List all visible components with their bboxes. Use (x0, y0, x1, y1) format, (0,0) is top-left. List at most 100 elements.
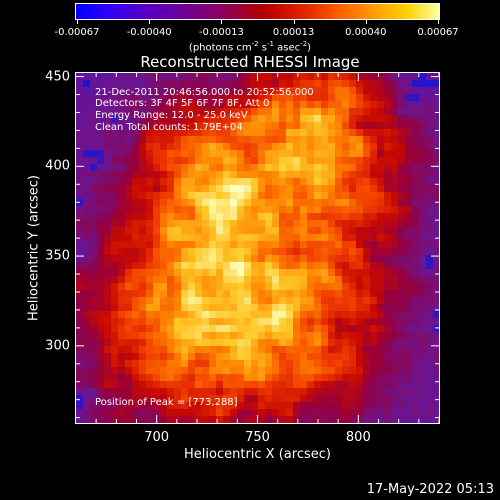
heatmap-cell (230, 178, 238, 186)
heatmap-cell (335, 360, 343, 368)
heatmap-cell (209, 164, 217, 172)
heatmap-cell (230, 129, 238, 137)
heatmap-cell (433, 297, 439, 305)
heatmap-cell (188, 262, 196, 270)
heatmap-cell (216, 164, 224, 172)
heatmap-cell (314, 276, 322, 284)
heatmap-cell (132, 388, 140, 396)
heatmap-cell (265, 73, 273, 81)
heatmap-cell (419, 318, 427, 326)
heatmap-cell (97, 136, 105, 144)
heatmap-cell (244, 171, 252, 179)
heatmap-cell (83, 213, 91, 221)
heatmap-cell (293, 178, 301, 186)
heatmap-cell (174, 220, 182, 228)
heatmap-cell (160, 241, 168, 249)
heatmap-cell (90, 220, 98, 228)
heatmap-cell (181, 297, 189, 305)
heatmap-cell (279, 129, 287, 137)
heatmap-cell (83, 339, 91, 347)
heatmap-cell (181, 213, 189, 221)
heatmap-cell (139, 332, 147, 340)
heatmap-cell (244, 255, 252, 263)
heatmap-cell (251, 395, 259, 403)
heatmap-cell (321, 276, 329, 284)
heatmap-cell (272, 101, 280, 109)
heatmap-cell (419, 143, 427, 151)
heatmap-cell (181, 122, 189, 130)
heatmap-cell (104, 381, 112, 389)
heatmap-cell (76, 339, 84, 347)
heatmap-cell (405, 101, 413, 109)
heatmap-cell (398, 276, 406, 284)
heatmap-cell (370, 87, 378, 95)
heatmap-cell (244, 192, 252, 200)
heatmap-cell (174, 248, 182, 256)
heatmap-cell (118, 409, 126, 417)
heatmap-cell (223, 269, 231, 277)
heatmap-cell (286, 87, 294, 95)
heatmap-cell (279, 136, 287, 144)
heatmap-cell (314, 395, 322, 403)
heatmap-cell (104, 325, 112, 333)
heatmap-cell (118, 164, 126, 172)
heatmap-cell (251, 353, 259, 361)
heatmap-cell (405, 339, 413, 347)
heatmap-cell (230, 171, 238, 179)
heatmap-cell (356, 374, 364, 382)
heatmap-cell (146, 164, 154, 172)
heatmap-cell (377, 381, 385, 389)
heatmap-cell (426, 136, 434, 144)
heatmap-cell (90, 409, 98, 417)
heatmap-cell (412, 374, 420, 382)
heatmap-cell (384, 122, 392, 130)
heatmap-cell (300, 227, 308, 235)
heatmap-cell (202, 122, 210, 130)
heatmap-cell (405, 143, 413, 151)
heatmap-cell (328, 234, 336, 242)
heatmap-cell (174, 339, 182, 347)
heatmap-cell (391, 87, 399, 95)
heatmap-cell (356, 87, 364, 95)
heatmap-cell (76, 367, 84, 375)
heatmap-cell (384, 325, 392, 333)
heatmap-cell (321, 136, 329, 144)
heatmap-cell (195, 388, 203, 396)
heatmap-cell (167, 178, 175, 186)
heatmap-cell (349, 101, 357, 109)
heatmap-cell (83, 276, 91, 284)
heatmap-cell (153, 360, 161, 368)
heatmap-cell (356, 213, 364, 221)
heatmap-cell (384, 178, 392, 186)
heatmap-cell (300, 241, 308, 249)
heatmap-cell (139, 346, 147, 354)
heatmap-cell (356, 115, 364, 123)
heatmap-cell (258, 122, 266, 130)
heatmap-cell (342, 381, 350, 389)
heatmap-cell (342, 353, 350, 361)
heatmap-cell (300, 248, 308, 256)
heatmap-cell (111, 332, 119, 340)
heatmap-cell (398, 115, 406, 123)
heatmap-cell (111, 164, 119, 172)
heatmap-cell (265, 318, 273, 326)
heatmap-cell (202, 416, 210, 423)
heatmap-cell (244, 164, 252, 172)
heatmap-cell (384, 87, 392, 95)
heatmap-cell (153, 374, 161, 382)
heatmap-cell (279, 164, 287, 172)
heatmap-cell (314, 318, 322, 326)
heatmap-cell (377, 150, 385, 158)
heatmap-cell (167, 185, 175, 193)
heatmap-cell (90, 290, 98, 298)
heatmap-cell (139, 402, 147, 410)
heatmap-cell (363, 108, 371, 116)
heatmap-cell (412, 206, 420, 214)
heatmap-cell (272, 185, 280, 193)
heatmap-cell (202, 374, 210, 382)
heatmap-cell (328, 332, 336, 340)
heatmap-cell (300, 94, 308, 102)
heatmap-cell (209, 332, 217, 340)
heatmap-cell (384, 248, 392, 256)
heatmap-cell (384, 115, 392, 123)
